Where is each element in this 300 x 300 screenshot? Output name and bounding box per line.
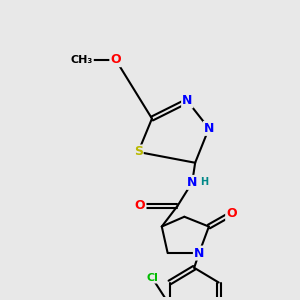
Text: Cl: Cl <box>146 273 158 283</box>
Text: N: N <box>194 247 204 260</box>
Text: O: O <box>226 207 237 220</box>
Text: N: N <box>204 122 214 135</box>
Text: O: O <box>110 53 121 66</box>
Text: CH₃: CH₃ <box>71 55 93 65</box>
Text: O: O <box>135 200 146 212</box>
Text: S: S <box>134 146 143 158</box>
Text: N: N <box>187 176 197 189</box>
Text: H: H <box>200 177 208 188</box>
Text: N: N <box>182 94 193 107</box>
